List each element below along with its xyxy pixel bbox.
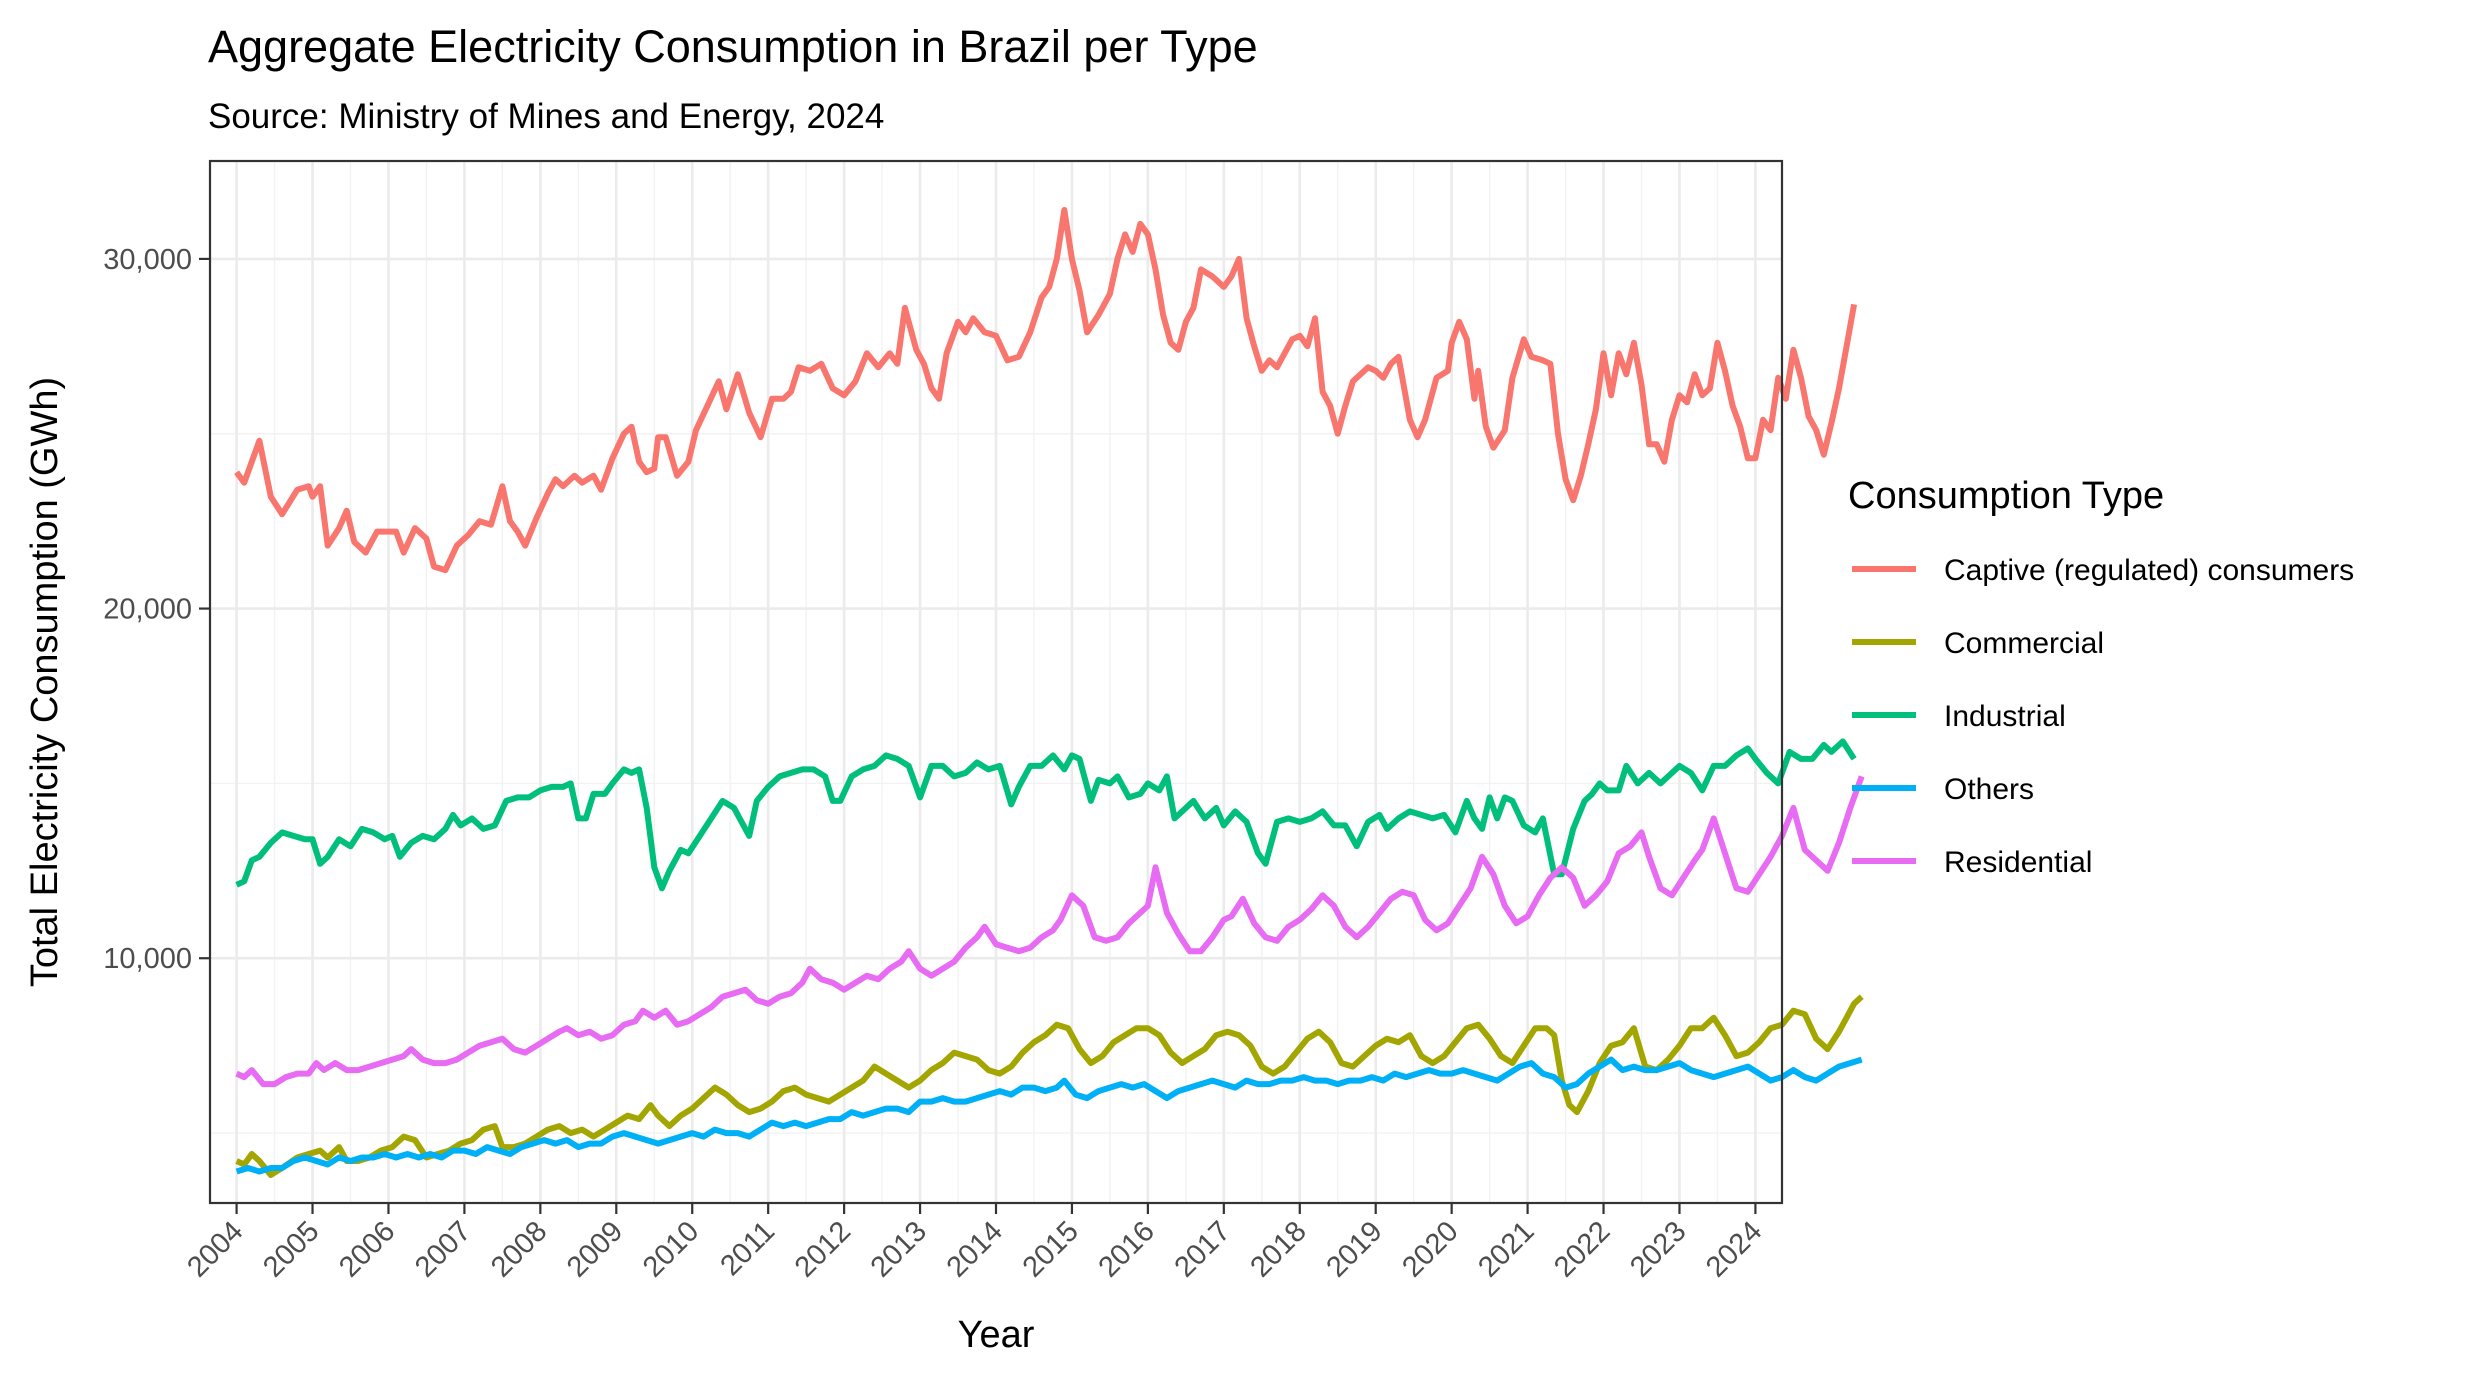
- x-tick-label: 2019: [1320, 1215, 1388, 1283]
- x-tick-label: 2011: [714, 1215, 781, 1282]
- x-tick-label: 2006: [333, 1215, 401, 1283]
- x-tick-label: 2009: [561, 1215, 629, 1283]
- legend-label: Industrial: [1944, 700, 2066, 733]
- series-line-others: [235, 1056, 1863, 1175]
- x-tick-label: 2023: [1624, 1215, 1692, 1283]
- x-tick-label: 2015: [1017, 1215, 1085, 1283]
- x-tick-label: 2017: [1169, 1215, 1237, 1283]
- x-tick-label: 2005: [257, 1215, 325, 1283]
- y-tick-label: 10,000: [103, 943, 192, 975]
- legend-label: Others: [1944, 773, 2034, 806]
- legend-label: Commercial: [1944, 627, 2104, 660]
- legend-label: Captive (regulated) consumers: [1944, 554, 2354, 587]
- x-tick-label: 2004: [181, 1215, 249, 1283]
- y-axis-title: Total Electricity Consumption (GWh): [24, 377, 66, 987]
- x-tick-label: 2012: [789, 1215, 857, 1283]
- plot-panel: [208, 159, 1865, 1205]
- x-tick-label: 2018: [1244, 1215, 1312, 1283]
- x-tick-label: 2021: [1472, 1215, 1540, 1283]
- series-line-residential: [235, 775, 1865, 1088]
- chart-title: Aggregate Electricity Consumption in Bra…: [208, 21, 1258, 72]
- y-tick-label: 30,000: [103, 244, 192, 276]
- x-tick-label: 2022: [1548, 1215, 1616, 1283]
- legend-label: Residential: [1944, 846, 2092, 879]
- x-axis-title: Year: [958, 1314, 1035, 1356]
- series-line-commercial: [235, 994, 1864, 1178]
- y-axis: 10,000 20,000 30,000: [103, 244, 210, 975]
- series-line-industrial: [235, 738, 1857, 892]
- y-tick-label: 20,000: [103, 594, 192, 626]
- series-line-captive-regulated-consumers: [234, 207, 1858, 574]
- x-axis: 2004 2005 2006 2007 2008 2009 2010 2011 2012 2013…: [181, 1203, 1768, 1284]
- x-tick-label: 2010: [637, 1215, 705, 1283]
- x-tick-label: 2007: [409, 1215, 477, 1283]
- x-tick-label: 2020: [1396, 1215, 1464, 1283]
- legend: Consumption Type Captive (regulated) con…: [1848, 475, 2354, 879]
- legend-title: Consumption Type: [1848, 475, 2164, 517]
- x-tick-label: 2008: [485, 1215, 553, 1283]
- x-tick-label: 2024: [1700, 1215, 1768, 1283]
- x-tick-label: 2013: [865, 1215, 933, 1283]
- chart-subtitle: Source: Ministry of Mines and Energy, 20…: [208, 97, 884, 136]
- series-lines: [234, 207, 1865, 1178]
- x-tick-label: 2014: [941, 1215, 1009, 1283]
- x-tick-label: 2016: [1093, 1215, 1161, 1283]
